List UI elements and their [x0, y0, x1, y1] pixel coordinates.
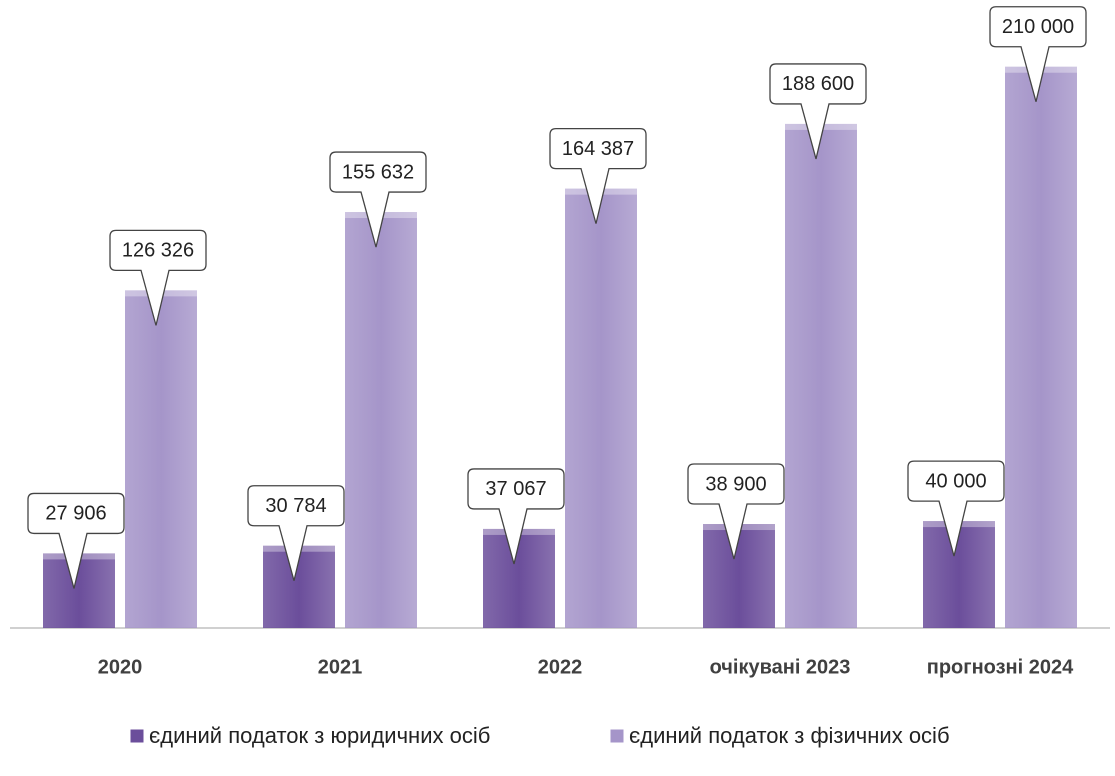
legend-swatch	[609, 728, 625, 744]
data-label: 38 900	[705, 473, 766, 495]
legend-label: єдиний податок з фізичних осіб	[629, 723, 950, 748]
data-label: 210 000	[1002, 16, 1074, 38]
bar	[703, 524, 775, 628]
x-tick-label: 2021	[318, 656, 363, 678]
legend-swatch	[129, 728, 145, 744]
data-label: 27 906	[45, 503, 106, 525]
callout	[27, 492, 125, 589]
bar	[345, 212, 417, 628]
x-tick-label: прогнозні 2024	[927, 656, 1074, 678]
callout	[907, 460, 1005, 557]
data-label: 40 000	[925, 470, 986, 492]
x-tick-label: 2022	[538, 656, 583, 678]
callout	[247, 485, 345, 581]
bar	[125, 290, 197, 628]
data-label: 126 326	[122, 240, 194, 262]
callout	[989, 6, 1087, 102]
legend-label: єдиний податок з юридичних осіб	[149, 723, 490, 748]
bar	[1005, 66, 1077, 628]
data-label: 155 632	[342, 161, 414, 183]
data-label: 37 067	[485, 478, 546, 500]
callout	[769, 63, 867, 160]
bar	[785, 123, 857, 628]
callout	[549, 127, 647, 224]
callout	[687, 463, 785, 560]
data-label: 30 784	[265, 495, 326, 517]
data-label: 164 387	[562, 138, 634, 160]
x-tick-label: очікувані 2023	[710, 656, 851, 678]
data-label: 188 600	[782, 73, 854, 95]
callout	[109, 229, 207, 326]
callout	[467, 468, 565, 565]
x-tick-label: 2020	[98, 656, 143, 678]
bar	[565, 188, 637, 629]
bar	[923, 521, 995, 628]
callout	[329, 151, 427, 248]
